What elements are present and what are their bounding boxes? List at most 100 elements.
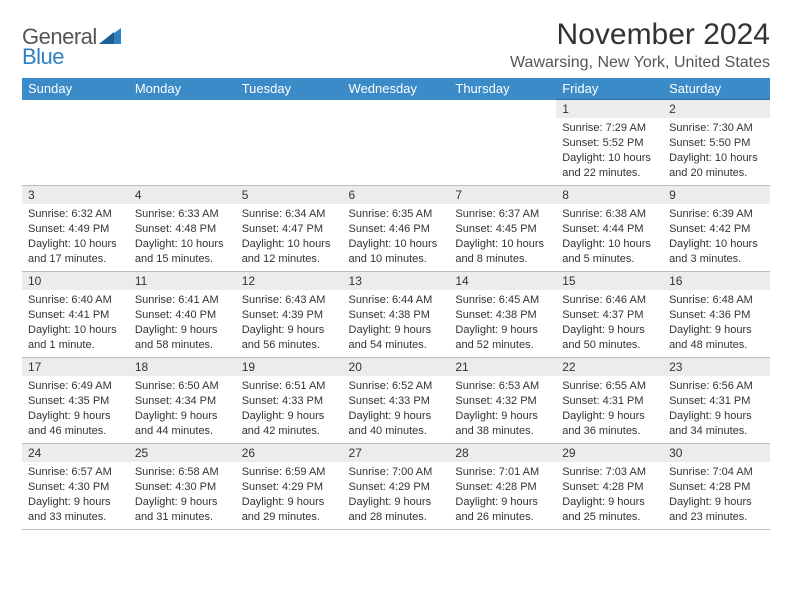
day-dayl2: and 46 minutes. xyxy=(28,424,123,439)
day-sunrise: Sunrise: 6:51 AM xyxy=(242,379,337,394)
day-details: Sunrise: 6:48 AMSunset: 4:36 PMDaylight:… xyxy=(663,290,770,356)
day-details: Sunrise: 6:49 AMSunset: 4:35 PMDaylight:… xyxy=(22,376,129,442)
day-sunset: Sunset: 4:39 PM xyxy=(242,308,337,323)
day-details: Sunrise: 6:57 AMSunset: 4:30 PMDaylight:… xyxy=(22,462,129,528)
calendar-day-cell: 3Sunrise: 6:32 AMSunset: 4:49 PMDaylight… xyxy=(22,186,129,272)
day-dayl1: Daylight: 9 hours xyxy=(135,409,230,424)
day-dayl1: Daylight: 10 hours xyxy=(242,237,337,252)
day-details: Sunrise: 6:41 AMSunset: 4:40 PMDaylight:… xyxy=(129,290,236,356)
day-sunrise: Sunrise: 6:37 AM xyxy=(455,207,550,222)
day-sunset: Sunset: 4:29 PM xyxy=(242,480,337,495)
calendar-day-cell: 30Sunrise: 7:04 AMSunset: 4:28 PMDayligh… xyxy=(663,444,770,530)
day-dayl1: Daylight: 9 hours xyxy=(349,495,444,510)
calendar-day-cell: 24Sunrise: 6:57 AMSunset: 4:30 PMDayligh… xyxy=(22,444,129,530)
day-details: Sunrise: 6:58 AMSunset: 4:30 PMDaylight:… xyxy=(129,462,236,528)
day-details: Sunrise: 6:53 AMSunset: 4:32 PMDaylight:… xyxy=(449,376,556,442)
day-dayl2: and 15 minutes. xyxy=(135,252,230,267)
day-dayl2: and 5 minutes. xyxy=(562,252,657,267)
day-dayl1: Daylight: 10 hours xyxy=(669,237,764,252)
day-number: 2 xyxy=(663,100,770,118)
day-details: Sunrise: 7:29 AMSunset: 5:52 PMDaylight:… xyxy=(556,118,663,184)
day-sunrise: Sunrise: 7:03 AM xyxy=(562,465,657,480)
day-sunset: Sunset: 4:48 PM xyxy=(135,222,230,237)
calendar-day-cell: 6Sunrise: 6:35 AMSunset: 4:46 PMDaylight… xyxy=(343,186,450,272)
day-sunset: Sunset: 4:40 PM xyxy=(135,308,230,323)
day-dayl2: and 1 minute. xyxy=(28,338,123,353)
day-details: Sunrise: 6:50 AMSunset: 4:34 PMDaylight:… xyxy=(129,376,236,442)
weekday-header: Saturday xyxy=(663,78,770,100)
day-dayl2: and 23 minutes. xyxy=(669,510,764,525)
day-sunset: Sunset: 5:52 PM xyxy=(562,136,657,151)
day-number: 29 xyxy=(556,444,663,462)
day-dayl1: Daylight: 9 hours xyxy=(242,323,337,338)
day-sunset: Sunset: 4:46 PM xyxy=(349,222,444,237)
brand-logo: General Blue xyxy=(22,18,121,70)
day-number: 8 xyxy=(556,186,663,204)
day-dayl1: Daylight: 9 hours xyxy=(135,495,230,510)
day-sunset: Sunset: 4:45 PM xyxy=(455,222,550,237)
day-dayl1: Daylight: 9 hours xyxy=(349,323,444,338)
day-details: Sunrise: 6:38 AMSunset: 4:44 PMDaylight:… xyxy=(556,204,663,270)
day-sunrise: Sunrise: 7:04 AM xyxy=(669,465,764,480)
day-sunset: Sunset: 4:42 PM xyxy=(669,222,764,237)
day-dayl2: and 22 minutes. xyxy=(562,166,657,181)
calendar-day-cell: 28Sunrise: 7:01 AMSunset: 4:28 PMDayligh… xyxy=(449,444,556,530)
day-number: 7 xyxy=(449,186,556,204)
day-number: 9 xyxy=(663,186,770,204)
day-dayl1: Daylight: 10 hours xyxy=(28,323,123,338)
day-dayl2: and 29 minutes. xyxy=(242,510,337,525)
day-dayl1: Daylight: 9 hours xyxy=(455,323,550,338)
day-number: 28 xyxy=(449,444,556,462)
day-details: Sunrise: 7:00 AMSunset: 4:29 PMDaylight:… xyxy=(343,462,450,528)
day-sunrise: Sunrise: 6:38 AM xyxy=(562,207,657,222)
day-sunrise: Sunrise: 6:40 AM xyxy=(28,293,123,308)
day-sunset: Sunset: 4:28 PM xyxy=(455,480,550,495)
day-number: 26 xyxy=(236,444,343,462)
calendar-day-cell: 8Sunrise: 6:38 AMSunset: 4:44 PMDaylight… xyxy=(556,186,663,272)
calendar-day-cell: 26Sunrise: 6:59 AMSunset: 4:29 PMDayligh… xyxy=(236,444,343,530)
day-dayl2: and 40 minutes. xyxy=(349,424,444,439)
day-sunrise: Sunrise: 7:29 AM xyxy=(562,121,657,136)
weekday-header: Wednesday xyxy=(343,78,450,100)
calendar-day-cell: 22Sunrise: 6:55 AMSunset: 4:31 PMDayligh… xyxy=(556,358,663,444)
day-sunrise: Sunrise: 6:55 AM xyxy=(562,379,657,394)
logo-text-blue: Blue xyxy=(22,44,64,69)
day-dayl2: and 28 minutes. xyxy=(349,510,444,525)
day-sunrise: Sunrise: 7:00 AM xyxy=(349,465,444,480)
calendar-day-cell: 16Sunrise: 6:48 AMSunset: 4:36 PMDayligh… xyxy=(663,272,770,358)
day-sunrise: Sunrise: 6:39 AM xyxy=(669,207,764,222)
day-sunrise: Sunrise: 6:52 AM xyxy=(349,379,444,394)
day-number: 13 xyxy=(343,272,450,290)
day-sunset: Sunset: 4:28 PM xyxy=(669,480,764,495)
calendar-day-cell: 25Sunrise: 6:58 AMSunset: 4:30 PMDayligh… xyxy=(129,444,236,530)
day-dayl2: and 33 minutes. xyxy=(28,510,123,525)
calendar-day-cell: 1Sunrise: 7:29 AMSunset: 5:52 PMDaylight… xyxy=(556,100,663,186)
day-number: 4 xyxy=(129,186,236,204)
day-sunrise: Sunrise: 7:01 AM xyxy=(455,465,550,480)
calendar-day-cell xyxy=(236,100,343,186)
day-dayl1: Daylight: 9 hours xyxy=(562,323,657,338)
day-sunset: Sunset: 4:47 PM xyxy=(242,222,337,237)
day-dayl2: and 12 minutes. xyxy=(242,252,337,267)
day-dayl2: and 17 minutes. xyxy=(28,252,123,267)
day-details: Sunrise: 6:39 AMSunset: 4:42 PMDaylight:… xyxy=(663,204,770,270)
day-sunrise: Sunrise: 6:35 AM xyxy=(349,207,444,222)
day-sunrise: Sunrise: 6:53 AM xyxy=(455,379,550,394)
day-sunset: Sunset: 4:30 PM xyxy=(28,480,123,495)
day-dayl1: Daylight: 9 hours xyxy=(28,495,123,510)
day-number: 21 xyxy=(449,358,556,376)
day-dayl2: and 50 minutes. xyxy=(562,338,657,353)
day-sunset: Sunset: 4:44 PM xyxy=(562,222,657,237)
day-dayl2: and 38 minutes. xyxy=(455,424,550,439)
day-number: 14 xyxy=(449,272,556,290)
day-details: Sunrise: 6:45 AMSunset: 4:38 PMDaylight:… xyxy=(449,290,556,356)
day-dayl1: Daylight: 10 hours xyxy=(28,237,123,252)
calendar-day-cell: 19Sunrise: 6:51 AMSunset: 4:33 PMDayligh… xyxy=(236,358,343,444)
day-dayl1: Daylight: 10 hours xyxy=(669,151,764,166)
day-details: Sunrise: 6:40 AMSunset: 4:41 PMDaylight:… xyxy=(22,290,129,356)
day-dayl2: and 10 minutes. xyxy=(349,252,444,267)
day-sunrise: Sunrise: 6:59 AM xyxy=(242,465,337,480)
day-dayl2: and 20 minutes. xyxy=(669,166,764,181)
calendar-day-cell: 12Sunrise: 6:43 AMSunset: 4:39 PMDayligh… xyxy=(236,272,343,358)
calendar-table: SundayMondayTuesdayWednesdayThursdayFrid… xyxy=(22,78,770,530)
